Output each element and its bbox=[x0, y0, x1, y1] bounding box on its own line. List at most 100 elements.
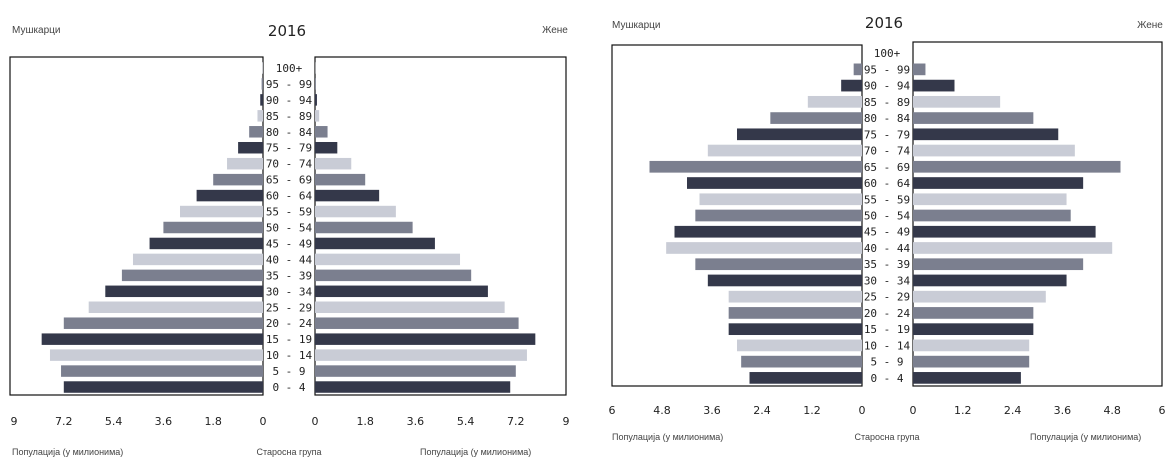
age-group-label: 70 - 74 bbox=[864, 145, 911, 158]
male-bar bbox=[227, 157, 263, 170]
age-group-label: 25 - 29 bbox=[864, 291, 910, 304]
age-group-label: 35 - 39 bbox=[864, 258, 910, 271]
x-tick-label-right: 3.6 bbox=[1054, 404, 1072, 417]
female-bar bbox=[315, 269, 472, 282]
female-bar bbox=[913, 274, 1067, 287]
age-group-label: 85 - 89 bbox=[266, 110, 312, 123]
age-group-label: 10 - 14 bbox=[864, 339, 911, 352]
male-bar bbox=[674, 225, 862, 238]
female-bar bbox=[315, 94, 317, 106]
x-axis-label-right: Популација (у милионима) bbox=[1030, 432, 1141, 442]
x-tick-label-left: 4.8 bbox=[653, 404, 671, 417]
pyramid-chart-1 bbox=[9, 56, 567, 396]
female-bar bbox=[315, 365, 516, 377]
male-bar bbox=[238, 141, 263, 154]
female-bar bbox=[315, 110, 320, 122]
age-group-label: 30 - 34 bbox=[266, 285, 313, 298]
female-bar bbox=[913, 79, 955, 92]
chart-title: 2016 bbox=[268, 22, 306, 40]
age-group-label: 75 - 79 bbox=[266, 142, 312, 155]
pyramid-chart-2 bbox=[611, 41, 1163, 387]
male-bar bbox=[695, 258, 862, 271]
age-group-label: 15 - 19 bbox=[864, 323, 910, 336]
male-bar bbox=[728, 290, 862, 303]
male-bar bbox=[63, 317, 263, 329]
male-bar bbox=[61, 365, 264, 377]
age-group-label: 100+ bbox=[276, 62, 303, 75]
age-group-label: 5 - 9 bbox=[870, 356, 903, 369]
x-tick-label-left: 6 bbox=[609, 404, 616, 417]
female-bar bbox=[315, 301, 505, 314]
age-group-label: 55 - 59 bbox=[266, 206, 312, 219]
female-bar bbox=[315, 285, 488, 298]
x-tick-label-left: 5.4 bbox=[105, 415, 123, 428]
male-bar bbox=[163, 221, 263, 234]
male-bar bbox=[649, 160, 862, 173]
male-bar bbox=[687, 177, 862, 189]
female-bar bbox=[315, 317, 519, 329]
x-tick-label-left: 0 bbox=[260, 415, 267, 428]
age-group-label: 50 - 54 bbox=[864, 210, 911, 223]
female-bar bbox=[315, 157, 352, 170]
x-axis-label-left: Популација (у милионима) bbox=[612, 432, 723, 442]
x-tick-label-right: 9 bbox=[563, 415, 570, 428]
x-tick-label-left: 7.2 bbox=[55, 415, 73, 428]
age-group-label: 50 - 54 bbox=[266, 222, 313, 235]
x-tick-label-left: 3.6 bbox=[155, 415, 173, 428]
age-group-label: 5 - 9 bbox=[272, 365, 305, 378]
male-bar bbox=[63, 381, 263, 393]
x-tick-label-right: 1.2 bbox=[954, 404, 972, 417]
male-bar bbox=[260, 94, 263, 106]
age-group-label: 95 - 99 bbox=[864, 63, 910, 76]
male-bar bbox=[699, 193, 862, 206]
male-bar bbox=[737, 339, 862, 352]
age-group-label: 15 - 19 bbox=[266, 333, 312, 346]
male-bar bbox=[132, 253, 263, 266]
female-bar bbox=[913, 355, 1030, 368]
age-group-label: 80 - 84 bbox=[864, 112, 911, 125]
female-bar bbox=[913, 63, 926, 76]
female-bar bbox=[315, 205, 396, 218]
male-bar bbox=[196, 189, 263, 202]
age-group-label: 35 - 39 bbox=[266, 269, 312, 282]
x-tick-label-right: 7.2 bbox=[507, 415, 525, 428]
age-group-label: 90 - 94 bbox=[266, 94, 313, 107]
female-bar bbox=[913, 225, 1096, 238]
male-bar bbox=[807, 95, 862, 108]
male-bar bbox=[257, 110, 263, 122]
female-bar bbox=[913, 209, 1071, 222]
male-bar bbox=[770, 112, 862, 124]
age-group-label: 55 - 59 bbox=[864, 193, 910, 206]
male-bar bbox=[749, 372, 862, 384]
x-tick-label-right: 0 bbox=[910, 404, 917, 417]
age-group-label: 0 - 4 bbox=[272, 381, 305, 394]
age-group-label: 0 - 4 bbox=[870, 372, 903, 385]
female-bar bbox=[913, 242, 1113, 254]
x-tick-label-right: 3.6 bbox=[407, 415, 425, 428]
male-bar bbox=[728, 323, 862, 336]
x-axis-label-left: Популација (у милионима) bbox=[12, 447, 123, 457]
female-bar bbox=[315, 126, 328, 138]
male-bar bbox=[728, 307, 862, 319]
female-bar bbox=[913, 112, 1034, 124]
male-header: Мушкарци bbox=[612, 20, 661, 31]
male-bar bbox=[49, 349, 263, 361]
age-group-label: 75 - 79 bbox=[864, 128, 910, 141]
female-header: Жене bbox=[542, 25, 568, 36]
male-bar bbox=[249, 126, 263, 138]
age-group-label: 100+ bbox=[874, 47, 901, 60]
x-tick-label-right: 5.4 bbox=[457, 415, 475, 428]
female-bar bbox=[315, 237, 435, 250]
male-bar bbox=[180, 205, 263, 218]
age-group-label: 30 - 34 bbox=[864, 274, 911, 287]
x-tick-label-left: 1.8 bbox=[204, 415, 222, 428]
male-bar bbox=[707, 274, 862, 287]
age-group-label: 90 - 94 bbox=[864, 80, 911, 93]
age-group-label: 45 - 49 bbox=[864, 226, 910, 239]
female-bar bbox=[315, 78, 316, 90]
x-tick-label-right: 6 bbox=[1159, 404, 1166, 417]
female-bar bbox=[315, 173, 366, 186]
male-bar bbox=[707, 144, 862, 157]
male-bar bbox=[88, 301, 263, 314]
